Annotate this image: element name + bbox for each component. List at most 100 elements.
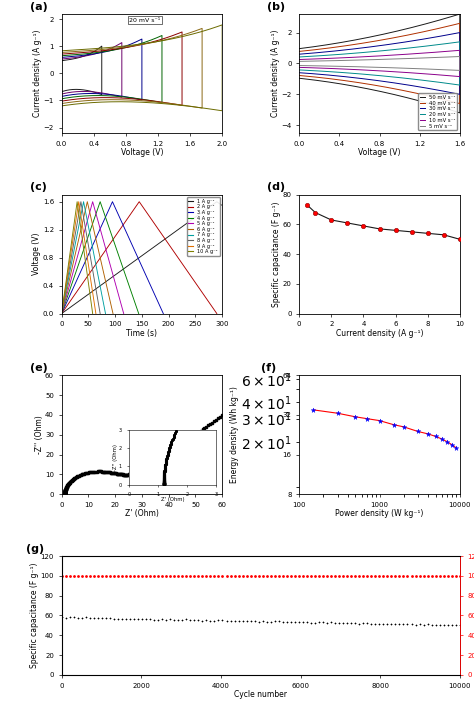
Point: [438, 434, 446, 445]
50 mV s⁻¹: [427, 19, 432, 27]
Point: [310, 404, 317, 415]
Point: [328, 214, 335, 226]
Line: 30 mV s⁻¹: 30 mV s⁻¹: [299, 32, 460, 94]
Point: [390, 419, 397, 430]
Line: 5 mV s⁻¹: 5 mV s⁻¹: [299, 56, 460, 70]
5 mV s⁻¹: [427, 53, 432, 62]
X-axis label: Current density (A g⁻¹): Current density (A g⁻¹): [336, 328, 423, 337]
20 mV s⁻¹: [329, 51, 335, 59]
50 mV s⁻¹: [457, 10, 463, 18]
5 mV s⁻¹: [457, 66, 463, 75]
Point: [344, 217, 351, 228]
Y-axis label: Specific capacitance (F g⁻¹): Specific capacitance (F g⁻¹): [272, 201, 281, 307]
Line: 50 mV s⁻¹: 50 mV s⁻¹: [299, 14, 460, 113]
40 mV s⁻¹: [366, 80, 372, 89]
30 mV s⁻¹: [296, 68, 302, 77]
20 mV s⁻¹: [438, 40, 444, 49]
20 mV s⁻¹: [396, 73, 402, 82]
Point: [432, 431, 439, 442]
Text: (b): (b): [267, 1, 285, 12]
20 mV s⁻¹: [427, 41, 432, 50]
5 mV s⁻¹: [457, 52, 463, 60]
30 mV s⁻¹: [427, 34, 432, 42]
50 mV s⁻¹: [457, 109, 463, 117]
Y-axis label: Current density (A g⁻¹): Current density (A g⁻¹): [271, 30, 280, 117]
X-axis label: Z' (Ohm): Z' (Ohm): [125, 509, 159, 518]
Point: [456, 233, 464, 245]
40 mV s⁻¹: [457, 19, 463, 27]
10 mV s⁻¹: [427, 49, 432, 57]
Text: (g): (g): [26, 543, 44, 554]
20 mV s⁻¹: [361, 70, 366, 79]
5 mV s⁻¹: [296, 57, 302, 65]
Point: [352, 411, 359, 423]
30 mV s⁻¹: [296, 50, 302, 58]
5 mV s⁻¹: [329, 56, 335, 65]
X-axis label: Time (s): Time (s): [127, 328, 157, 337]
40 mV s⁻¹: [296, 47, 302, 56]
40 mV s⁻¹: [438, 24, 444, 32]
Point: [448, 439, 456, 451]
Y-axis label: Energy density (Wh kg⁻¹): Energy density (Wh kg⁻¹): [230, 387, 239, 483]
Text: (a): (a): [29, 1, 47, 12]
5 mV s⁻¹: [396, 64, 402, 72]
20 mV s⁻¹: [366, 70, 372, 79]
40 mV s⁻¹: [396, 86, 402, 94]
Y-axis label: -Z'' (Ohm): -Z'' (Ohm): [35, 415, 44, 454]
Line: 20 mV s⁻¹: 20 mV s⁻¹: [299, 42, 460, 85]
Point: [334, 408, 341, 419]
20 mV s⁻¹: [296, 65, 302, 74]
Point: [424, 428, 432, 439]
Text: 20 mV s⁻¹: 20 mV s⁻¹: [129, 18, 160, 22]
Y-axis label: Specific capacitance (F g⁻¹): Specific capacitance (F g⁻¹): [30, 562, 39, 669]
Line: 40 mV s⁻¹: 40 mV s⁻¹: [299, 23, 460, 103]
Point: [360, 220, 367, 231]
40 mV s⁻¹: [296, 71, 302, 79]
40 mV s⁻¹: [457, 99, 463, 108]
Point: [376, 415, 383, 426]
20 mV s⁻¹: [296, 53, 302, 61]
10 mV s⁻¹: [396, 67, 402, 76]
50 mV s⁻¹: [366, 85, 372, 93]
10 mV s⁻¹: [457, 72, 463, 81]
Point: [452, 442, 460, 453]
Line: 10 mV s⁻¹: 10 mV s⁻¹: [299, 51, 460, 77]
30 mV s⁻¹: [366, 75, 372, 84]
10 mV s⁻¹: [329, 54, 335, 63]
50 mV s⁻¹: [296, 74, 302, 82]
X-axis label: Voltage (V): Voltage (V): [121, 148, 163, 157]
Point: [363, 413, 371, 425]
10 mV s⁻¹: [296, 63, 302, 72]
10 mV s⁻¹: [361, 66, 366, 75]
20 mV s⁻¹: [457, 81, 463, 89]
10 mV s⁻¹: [366, 66, 372, 75]
30 mV s⁻¹: [457, 90, 463, 98]
Point: [303, 200, 311, 211]
Point: [408, 226, 415, 238]
Legend: 1 A g⁻¹, 2 A g⁻¹, 3 A g⁻¹, 4 A g⁻¹, 5 A g⁻¹, 6 A g⁻¹, 7 A g⁻¹, 8 A g⁻¹, 9 A g⁻¹,: 1 A g⁻¹, 2 A g⁻¹, 3 A g⁻¹, 4 A g⁻¹, 5 A …: [187, 198, 219, 256]
Point: [444, 437, 451, 448]
Point: [376, 224, 383, 235]
30 mV s⁻¹: [457, 28, 463, 37]
Text: (e): (e): [29, 363, 47, 373]
40 mV s⁻¹: [329, 44, 335, 52]
50 mV s⁻¹: [361, 84, 366, 92]
Text: (c): (c): [29, 182, 46, 193]
Text: (f): (f): [261, 363, 276, 373]
5 mV s⁻¹: [361, 63, 366, 71]
30 mV s⁻¹: [361, 75, 366, 83]
Point: [392, 225, 400, 236]
30 mV s⁻¹: [329, 47, 335, 56]
20 mV s⁻¹: [457, 38, 463, 46]
Text: (d): (d): [267, 182, 285, 193]
Point: [400, 421, 408, 432]
40 mV s⁻¹: [427, 26, 432, 34]
X-axis label: Cycle number: Cycle number: [234, 690, 287, 699]
30 mV s⁻¹: [438, 32, 444, 40]
30 mV s⁻¹: [396, 79, 402, 88]
Y-axis label: Current density (A g⁻¹): Current density (A g⁻¹): [33, 30, 42, 117]
Y-axis label: Voltage (V): Voltage (V): [32, 233, 41, 276]
50 mV s⁻¹: [329, 40, 335, 49]
X-axis label: Power density (W kg⁻¹): Power density (W kg⁻¹): [335, 509, 424, 518]
50 mV s⁻¹: [438, 15, 444, 24]
